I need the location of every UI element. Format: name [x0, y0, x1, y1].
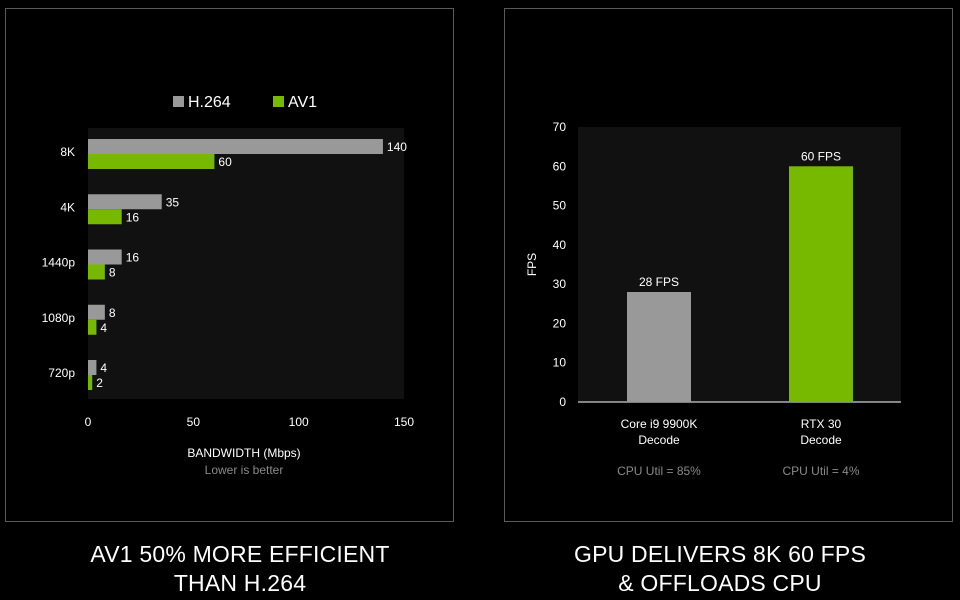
bar-h264-8k	[88, 139, 383, 154]
data-label: 28 FPS	[639, 275, 679, 289]
bar-rtx30-decode	[789, 166, 853, 402]
data-label: 4	[100, 361, 107, 375]
category-label: Core i9 9900K	[621, 417, 698, 431]
category-label: Decode	[800, 433, 842, 447]
x-axis-note: Lower is better	[205, 463, 284, 477]
legend-label: AV1	[288, 94, 317, 111]
bar-h264-4k	[88, 194, 162, 210]
bar-h264-1080p	[88, 304, 105, 320]
bar-av1-4k	[88, 209, 122, 225]
y-axis-label: FPS	[525, 253, 539, 276]
cpu-util-note: CPU Util = 4%	[782, 464, 859, 478]
bar-h264-720p	[88, 360, 97, 375]
data-label: 16	[126, 210, 140, 224]
left-caption: AV1 50% MORE EFFICIENT THAN H.264	[0, 540, 480, 598]
y-tick-label: 20	[553, 316, 567, 330]
y-tick-label: 70	[553, 120, 567, 134]
data-label: 35	[166, 195, 180, 209]
y-tick-label: 50	[553, 199, 567, 213]
category-label: 1440p	[42, 256, 76, 270]
x-axis-label: BANDWIDTH (Mbps)	[187, 446, 300, 460]
data-label: 60	[218, 155, 232, 169]
data-label: 8	[109, 306, 116, 320]
bar-av1-720p	[88, 375, 93, 390]
data-label: 4	[100, 321, 107, 335]
category-label: 1080p	[42, 311, 76, 325]
left-caption-line-1: AV1 50% MORE EFFICIENT	[90, 541, 390, 567]
bandwidth-chart-panel	[5, 8, 454, 522]
fps-chart-panel	[504, 8, 953, 522]
category-label: RTX 30	[801, 417, 842, 431]
y-tick-label: 0	[559, 395, 566, 409]
left-caption-line-2: THAN H.264	[173, 570, 307, 596]
data-label: 140	[387, 140, 407, 154]
category-label: 720p	[48, 366, 75, 380]
data-label: 60 FPS	[801, 149, 841, 163]
x-tick-label: 150	[394, 415, 414, 429]
y-tick-label: 60	[553, 159, 567, 173]
bar-av1-8k	[88, 154, 215, 169]
legend-swatch-av1	[273, 96, 284, 107]
bar-av1-1440p	[88, 264, 105, 280]
bar-h264-1440p	[88, 249, 122, 265]
x-tick-label: 50	[187, 415, 201, 429]
right-caption-line-2: & OFFLOADS CPU	[618, 570, 822, 596]
bar-av1-1080p	[88, 319, 97, 335]
legend-swatch-h264	[173, 96, 184, 107]
bar-core-i9-decode	[627, 292, 691, 402]
y-tick-label: 10	[553, 356, 567, 370]
y-tick-label: 40	[553, 238, 567, 252]
x-tick-label: 100	[289, 415, 309, 429]
category-label: 4K	[60, 200, 75, 214]
data-label: 16	[126, 251, 140, 265]
y-tick-label: 30	[553, 277, 567, 291]
x-tick-label: 0	[85, 415, 92, 429]
data-label: 8	[109, 266, 116, 280]
bandwidth-plot-area	[88, 128, 404, 399]
right-caption: GPU DELIVERS 8K 60 FPS & OFFLOADS CPU	[480, 540, 960, 598]
category-label: Decode	[638, 433, 680, 447]
cpu-util-note: CPU Util = 85%	[617, 464, 701, 478]
category-label: 8K	[60, 145, 75, 159]
right-caption-line-1: GPU DELIVERS 8K 60 FPS	[573, 541, 866, 567]
data-label: 2	[96, 376, 103, 390]
legend-label: H.264	[188, 94, 231, 111]
